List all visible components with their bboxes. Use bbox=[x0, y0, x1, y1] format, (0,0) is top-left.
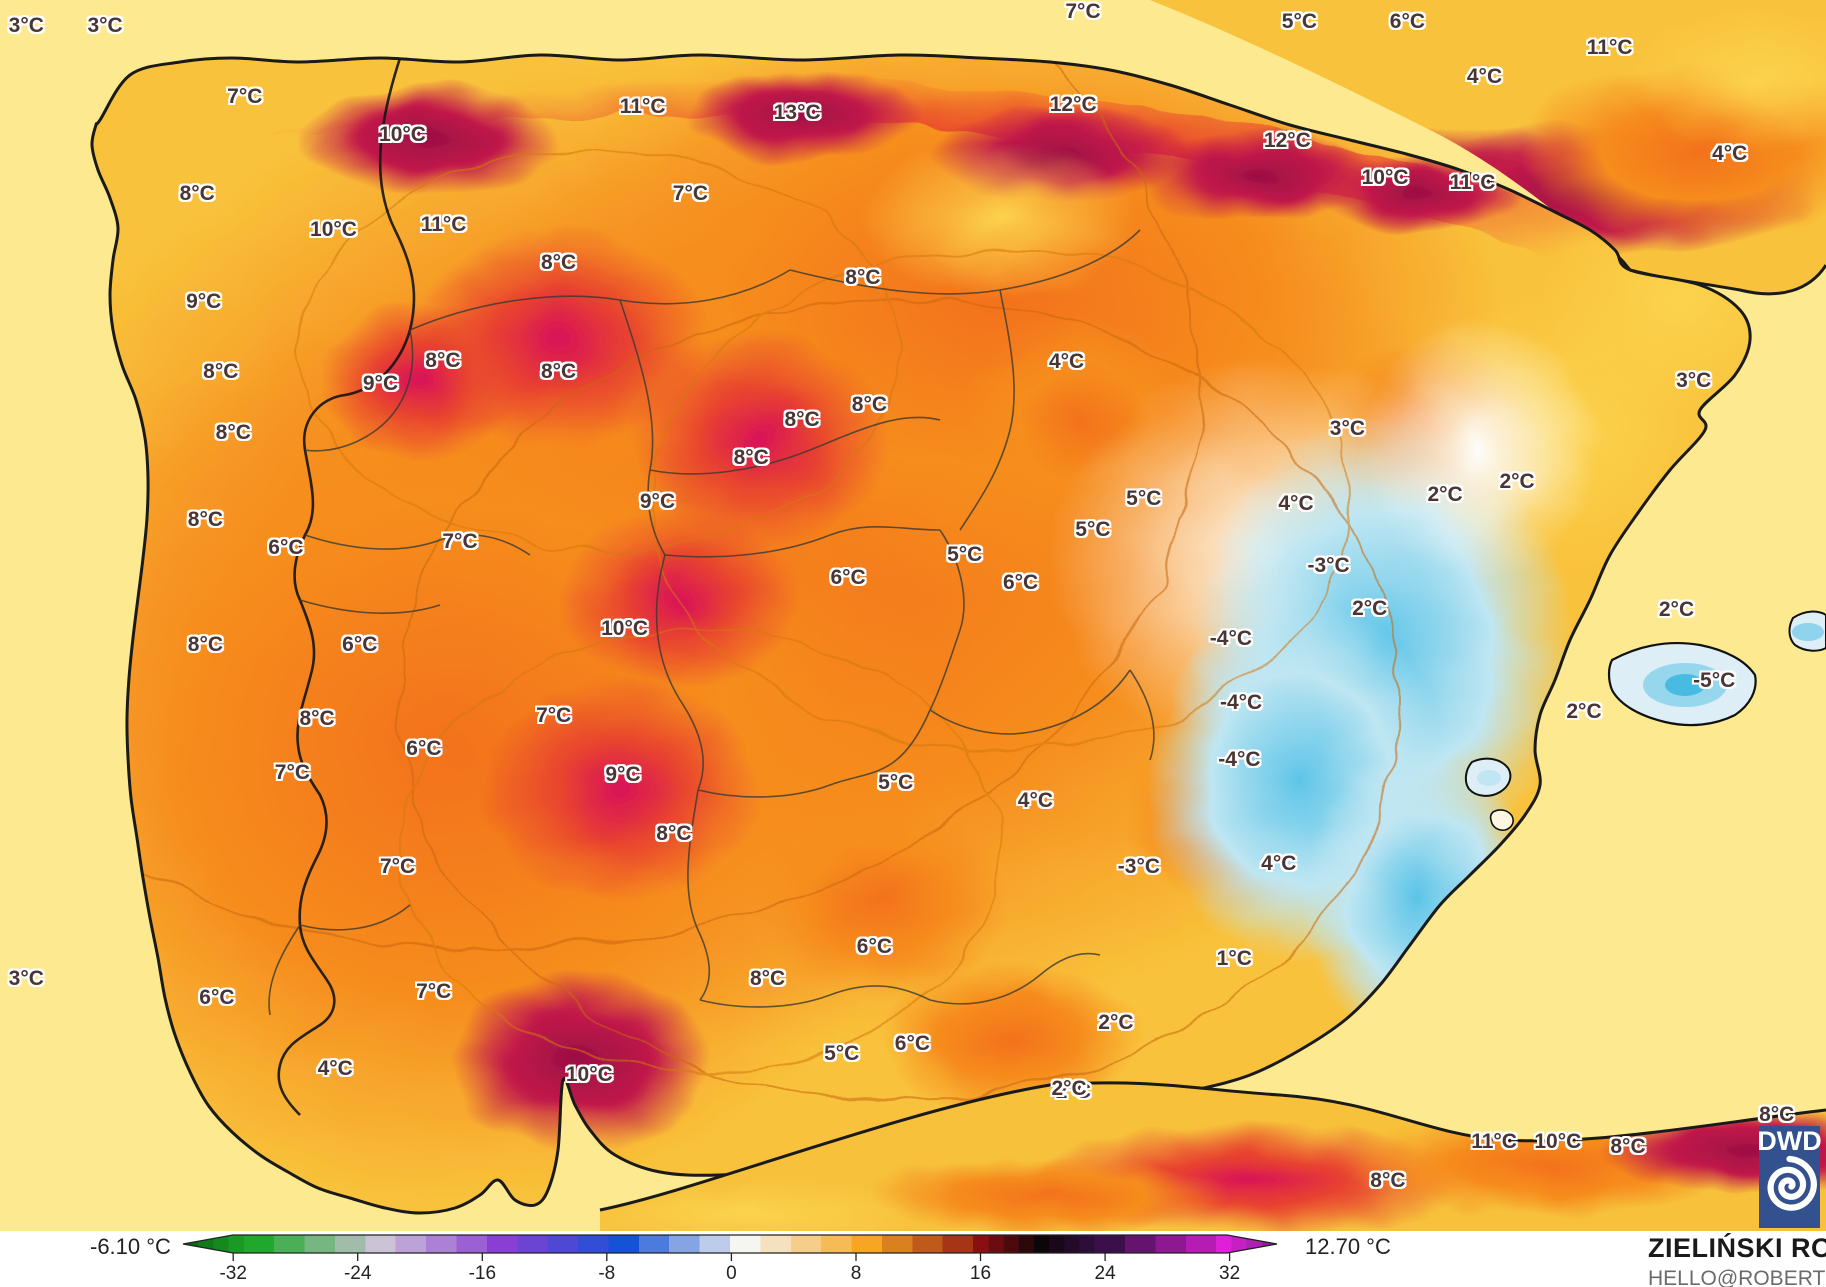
svg-text:-32: -32 bbox=[219, 1263, 246, 1284]
svg-text:12.70 °C: 12.70 °C bbox=[1305, 1234, 1391, 1259]
svg-text:24: 24 bbox=[1095, 1263, 1117, 1284]
svg-text:32: 32 bbox=[1219, 1263, 1240, 1284]
svg-text:16: 16 bbox=[970, 1263, 991, 1284]
svg-text:-8: -8 bbox=[598, 1263, 615, 1284]
svg-text:0: 0 bbox=[726, 1263, 737, 1284]
svg-text:-6.10 °C: -6.10 °C bbox=[90, 1234, 171, 1259]
svg-text:-16: -16 bbox=[469, 1263, 496, 1284]
svg-text:-24: -24 bbox=[344, 1263, 372, 1284]
svg-text:8: 8 bbox=[851, 1263, 862, 1284]
